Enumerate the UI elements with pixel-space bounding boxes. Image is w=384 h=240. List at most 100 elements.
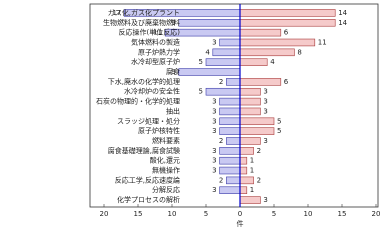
value-label: 3	[212, 107, 216, 115]
plot-frame	[89, 3, 379, 208]
chart: 件 20 15 10 5 0 5 10 15 2017911345925333323332314…	[89, 3, 381, 228]
x-tick-label: 15	[134, 210, 143, 218]
value-label: 11	[153, 29, 162, 37]
value-label: 4	[270, 58, 275, 66]
category-label: 原子炉核特性	[138, 126, 180, 135]
value-label: 17	[112, 9, 121, 17]
x-tick-label: 15	[338, 210, 347, 218]
bar	[219, 97, 241, 106]
x-tick-label: 20	[372, 210, 381, 218]
category-label: 水冷却炉の安全性	[124, 87, 180, 96]
bar	[226, 137, 241, 145]
category-label: 原子炉熱力学	[138, 47, 180, 56]
category-label: 下水,廃水の化学的処理	[108, 77, 180, 86]
bar	[226, 176, 241, 185]
category-label: 水冷却型原子炉	[131, 57, 180, 66]
bar	[239, 137, 261, 145]
value-label: 2	[219, 78, 223, 86]
value-label: 2	[219, 137, 223, 145]
category-label: 気体燃料の製造	[131, 37, 180, 46]
bar	[239, 156, 248, 165]
value-label: 3	[263, 137, 267, 145]
bar	[205, 87, 241, 96]
value-label: 2	[219, 176, 223, 184]
value-label: 3	[212, 38, 216, 46]
bar	[239, 127, 275, 135]
category-label: 酸化,還元	[150, 156, 180, 165]
bar	[239, 58, 268, 66]
category-label: 腐食基礎理論,腐食試験	[108, 146, 180, 155]
x-tick-label: 5	[204, 210, 208, 218]
category-label: 抽出	[166, 106, 180, 115]
bar	[239, 107, 261, 116]
bar	[239, 166, 248, 175]
value-label: 3	[263, 88, 267, 96]
bar	[239, 19, 336, 27]
bar	[219, 156, 241, 165]
value-label: 9	[171, 19, 175, 27]
value-label: 14	[338, 19, 347, 27]
bar	[219, 166, 241, 175]
bar	[239, 87, 261, 96]
value-label: 3	[212, 98, 216, 106]
value-label: 5	[277, 117, 281, 125]
value-label: 1	[250, 157, 254, 165]
value-label: 2	[257, 176, 261, 184]
bar	[219, 147, 241, 155]
bar	[239, 48, 295, 57]
bar	[239, 147, 254, 155]
x-tick-label: 5	[272, 210, 276, 218]
value-label: 3	[263, 98, 267, 106]
bar	[239, 117, 275, 126]
value-label: 3	[263, 196, 267, 204]
value-label: 3	[212, 186, 216, 194]
value-label: 2	[257, 147, 261, 155]
category-label: 化学プロセスの解析	[117, 195, 180, 204]
bar	[239, 38, 316, 47]
category-label: 石炭の物理的・化学的処理	[96, 97, 180, 106]
bar	[239, 186, 248, 194]
category-label: 生物燃料及び廃棄物燃料	[103, 18, 180, 27]
value-label: 8	[297, 48, 301, 56]
value-label: 6	[284, 29, 289, 37]
bar	[239, 28, 282, 37]
value-label: 3	[212, 117, 216, 125]
bar	[239, 196, 261, 204]
category-label: 腐食	[166, 67, 180, 76]
x-tick-label: 20	[100, 210, 109, 218]
category-label: 反応操作(単位反応)	[119, 28, 181, 37]
x-axis-label: 件	[237, 219, 244, 228]
category-label: 燃料要素	[152, 136, 180, 145]
bar	[178, 68, 241, 76]
bar	[205, 58, 241, 66]
value-label: 5	[199, 58, 203, 66]
category-label: スラッジ処理・処分	[117, 116, 180, 125]
value-label: 4	[205, 48, 210, 56]
bar	[212, 48, 241, 57]
value-label: 14	[338, 9, 347, 17]
value-label: 1	[250, 186, 254, 194]
value-label: 5	[277, 127, 281, 135]
bar	[219, 186, 241, 194]
bar	[219, 107, 241, 116]
x-tick-label: 10	[168, 210, 177, 218]
category-label: 反応工学,反応速度論	[115, 175, 180, 184]
bar	[239, 176, 254, 185]
value-label: 5	[199, 88, 203, 96]
value-label: 9	[171, 68, 175, 76]
bar	[239, 9, 336, 17]
category-label: 無機操作	[152, 166, 180, 175]
x-tick-label: 0	[238, 210, 242, 218]
value-label: 11	[318, 38, 327, 46]
value-label: 6	[284, 78, 289, 86]
bar	[239, 97, 261, 106]
bar	[226, 78, 241, 86]
x-tick-label: 10	[304, 210, 313, 218]
bar	[219, 38, 241, 47]
value-label: 3	[212, 127, 216, 135]
bar	[219, 117, 241, 126]
category-label: ガス化,ガス化プラント	[108, 8, 180, 17]
value-label: 3	[212, 167, 216, 175]
value-label: 3	[212, 147, 216, 155]
bar	[219, 127, 241, 135]
